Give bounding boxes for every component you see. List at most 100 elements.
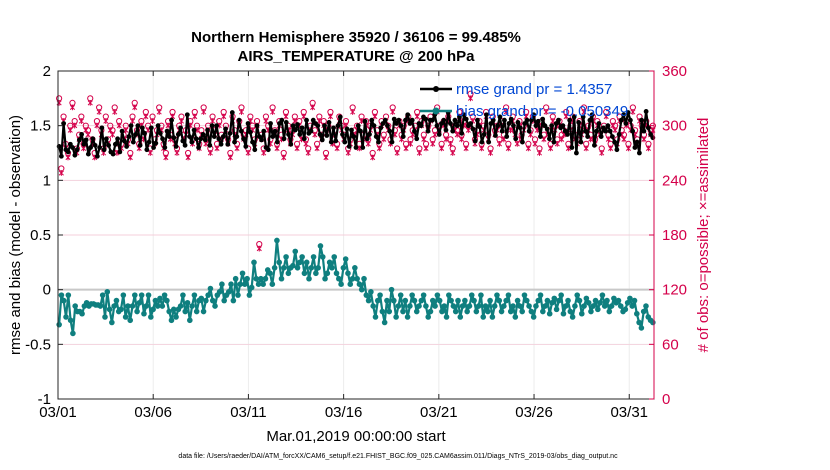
rmse-point [495, 123, 501, 129]
bias-point [526, 303, 532, 309]
rmse-point [452, 117, 458, 123]
bias-point [553, 306, 560, 313]
obs-assimilated-marker [605, 136, 611, 143]
rmse-point [333, 138, 339, 144]
bias-point [106, 306, 113, 313]
bias-point [177, 303, 184, 309]
bias-point [388, 286, 395, 293]
obs-assimilated-marker [487, 150, 494, 156]
bias-point [569, 314, 576, 320]
rmse-point [565, 132, 570, 137]
bias-point [221, 297, 227, 304]
bias-point [379, 308, 386, 315]
bias-point [280, 265, 287, 271]
bias-point [439, 308, 445, 315]
bias-point [551, 295, 558, 302]
y-right-tick-label: 120 [662, 282, 687, 299]
bias-point [537, 292, 544, 298]
rmse-point [574, 150, 579, 156]
bias-point [237, 281, 244, 288]
rmse-point [603, 128, 609, 134]
rmse-point [472, 138, 478, 144]
bias-point [446, 292, 452, 298]
rmse-point [486, 139, 492, 145]
y-left-tick-label: 2 [43, 63, 51, 80]
bias-point [326, 259, 333, 266]
rmse-point [351, 134, 357, 140]
bias-point [432, 303, 438, 309]
bias-point [260, 281, 266, 288]
bias-point [615, 297, 622, 304]
rmse-point [90, 136, 96, 142]
obs-assimilated-marker [630, 109, 636, 115]
rmse-point [517, 125, 523, 131]
rmse-point [166, 134, 172, 140]
obs-assimilated-marker [323, 154, 329, 161]
rmse-point [373, 134, 379, 140]
bias-point [63, 314, 69, 320]
rmse-point [295, 122, 300, 127]
rmse-point [171, 135, 177, 141]
rmse-point [274, 139, 280, 145]
rmse-series [56, 109, 656, 159]
rmse-point [160, 136, 165, 142]
rmse-point [252, 147, 258, 153]
bias-point [306, 275, 312, 282]
obs-assimilated-marker [210, 118, 216, 124]
bias-point [358, 286, 365, 293]
rmse-point [178, 125, 183, 131]
obs-assimilated-marker [234, 145, 240, 152]
rmse-point [477, 124, 483, 130]
rmse-point [360, 145, 366, 150]
bias-point [595, 306, 601, 313]
obs-assimilated-marker [525, 145, 531, 152]
rmse-point [139, 125, 145, 131]
bias-point [468, 292, 475, 298]
bias-point [129, 303, 136, 309]
rmse-point [290, 123, 296, 129]
rmse-point [369, 117, 375, 123]
bias-point [549, 299, 555, 306]
bias-point [97, 303, 104, 309]
rmse-point [459, 130, 465, 136]
bias-point [212, 303, 218, 309]
rmse-point [288, 141, 294, 147]
rmse-point [319, 137, 325, 143]
bias-point [292, 248, 299, 255]
bias-point [342, 256, 349, 262]
rmse-point [324, 133, 330, 138]
bias-point [393, 314, 399, 320]
rmse-point [254, 123, 260, 129]
rmse-point [79, 132, 85, 137]
bias-point [487, 297, 493, 304]
bias-point [521, 292, 528, 298]
bias-point [503, 297, 509, 304]
rmse-point [371, 123, 377, 129]
x-tick-label: 03/11 [230, 404, 266, 421]
obs-assimilated-marker [305, 150, 311, 156]
rmse-point [535, 118, 541, 124]
bias-point [198, 295, 205, 302]
bias-point [650, 319, 656, 326]
rmse-point [196, 145, 201, 150]
obs-assimilated-marker [132, 104, 138, 111]
bias-point [404, 314, 411, 320]
obs-assimilated-marker [163, 154, 169, 161]
bias-point [138, 292, 145, 298]
rmse-point [337, 114, 343, 120]
bias-point [622, 306, 629, 313]
rmse-point [94, 153, 100, 159]
bias-point [374, 297, 381, 304]
bias-point [585, 299, 592, 306]
bias-point [505, 292, 512, 298]
bias-point [262, 275, 269, 282]
rmse-point [398, 123, 404, 129]
rmse-point [592, 142, 597, 148]
rmse-point [594, 128, 600, 134]
rmse-point [92, 142, 98, 148]
obs-assimilated-marker [608, 145, 614, 152]
obs-assimilated-marker [334, 145, 340, 152]
bias-point [482, 303, 489, 309]
obs-assimilated-marker [283, 113, 289, 120]
rmse-point [385, 123, 390, 129]
